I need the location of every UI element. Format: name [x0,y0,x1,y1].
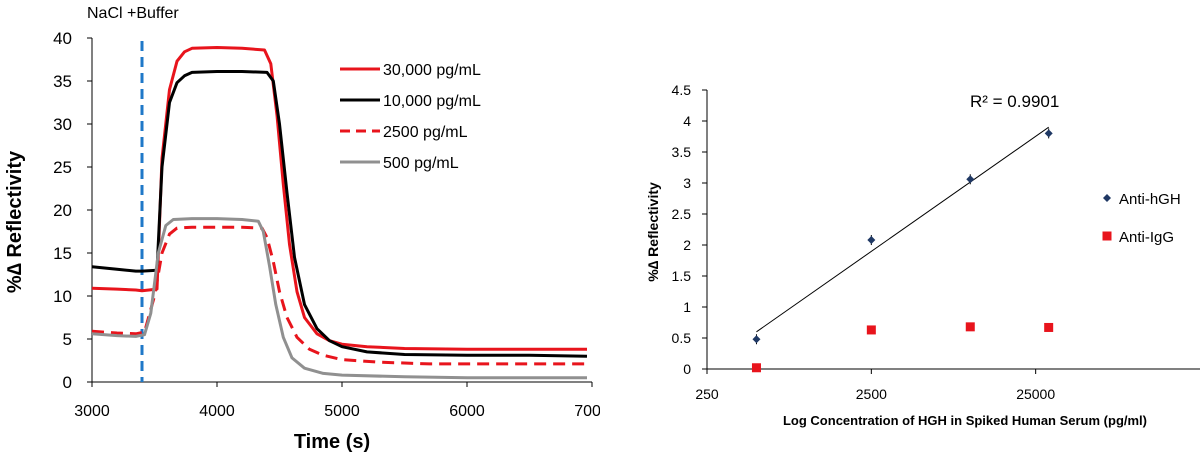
legend-label-10-000-pg-ml: 10,000 pg/mL [383,93,481,110]
left-y-tick-label: 0 [63,373,72,392]
left-y-tick-label: 5 [63,330,72,349]
left-y-tick-label: 30 [53,115,72,134]
left-y-tick-label: 40 [53,29,72,48]
legend-marker-anti-igg [1102,231,1112,241]
right-y-ticks: 0 0.5 1 1.5 2 2.5 3 3.5 4 4.5 [672,82,707,377]
left-x-tick-label: 3000 [74,403,110,420]
legend-label-30-000-pg-ml: 30,000 pg/mL [383,62,481,79]
right-x-tick-label: 2500 [856,386,887,402]
right-data-points [751,128,1054,373]
right-axes [706,90,1200,370]
legend-label-500-pg-ml: 500 pg/mL [383,155,459,172]
left-y-tick-label: 35 [53,72,72,91]
right-x-tick-label: 250 [695,386,719,402]
left-annotation: NaCl +Buffer [87,5,179,22]
point-anti-hgh [752,335,761,344]
right-x-tick-label: 25000 [1016,386,1055,402]
left-y-tick-label: 25 [53,158,72,177]
legend-label-anti-hgh: Anti-hGH [1119,191,1181,208]
point-anti-igg [751,363,761,373]
right-y-tick-label: 0.5 [672,330,692,346]
point-anti-igg [1044,322,1054,332]
right-y-tick-label: 1 [683,299,691,315]
left-series-lines [91,46,588,380]
point-anti-hgh [966,175,975,184]
r-squared-label: R² = 0.9901 [970,92,1059,111]
time-reflectivity-chart: 0 5 10 15 20 25 30 35 40 3000 4000 5000 6000 7000 Na… [4,5,600,453]
left-x-ticks: 3000 4000 5000 6000 7000 [74,382,600,420]
left-x-tick-label: 5000 [324,403,360,420]
right-y-tick-label: 3 [683,175,691,191]
left-x-tick-label: 6000 [449,403,485,420]
point-anti-hgh [1044,129,1053,138]
right-y-axis-label: %∆ Reflectivity [645,182,661,282]
point-anti-igg [866,325,876,335]
right-y-tick-label: 2 [683,237,691,253]
left-y-tick-label: 10 [53,287,72,306]
right-y-tick-label: 1.5 [672,268,692,284]
point-anti-hgh [867,236,876,245]
point-anti-igg [965,322,975,332]
right-x-axis-label: Log Concentration of HGH in Spiked Human… [783,413,1147,428]
legend-marker-anti-hgh [1103,194,1111,202]
left-x-tick-label: 4000 [199,403,235,420]
right-legend: Anti-hGH Anti-IgG [1102,191,1181,246]
right-y-tick-label: 4.5 [672,82,692,98]
right-y-tick-label: 2.5 [672,206,692,222]
left-x-tick-label: 7000 [574,403,600,420]
left-legend: 30,000 pg/mL 10,000 pg/mL 2500 pg/mL 500 pg… [340,62,481,172]
left-y-ticks: 0 5 10 15 20 25 30 35 40 [53,29,92,392]
left-y-tick-label: 15 [53,244,72,263]
right-y-tick-label: 0 [683,361,691,377]
legend-label-2500-pg-ml: 2500 pg/mL [383,124,468,141]
anti-hgh-trendline [756,126,1049,333]
legend-label-anti-igg: Anti-IgG [1119,229,1174,246]
right-x-ticks: 250 2500 25000 [695,369,1055,402]
series-line-500-pg-ml [91,217,587,380]
right-y-tick-label: 4 [683,113,691,129]
left-y-axis-label: %∆ Reflectivity [4,150,26,293]
right-y-tick-label: 3.5 [672,144,692,160]
left-y-tick-label: 20 [53,201,72,220]
left-x-axis-label: Time (s) [294,431,370,453]
